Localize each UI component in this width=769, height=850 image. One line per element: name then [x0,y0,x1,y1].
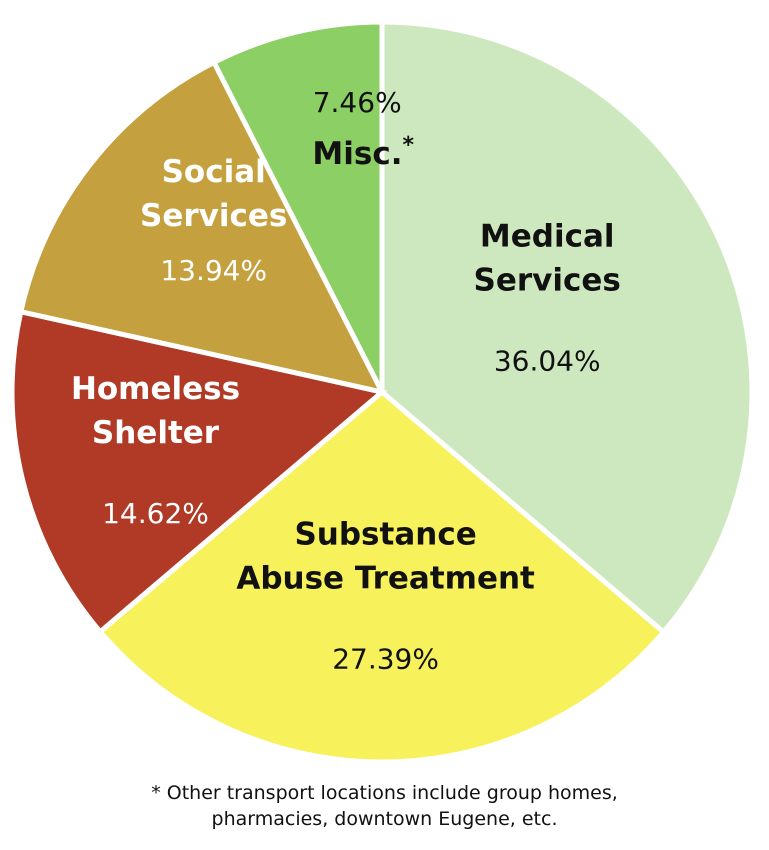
footnote-line-1: * Other transport locations include grou… [151,782,618,804]
category-label-homeless-shelter-line-2: Shelter [92,415,220,451]
value-label-substance-abuse-treatment: 27.39% [332,643,439,676]
value-label-misc: 7.46% [313,86,402,119]
slice-social-services [17,58,387,396]
footnote: * Other transport locations include grou… [0,780,769,832]
pie-labels: Medical Services 36.04% Substance Abuse Trea… [71,86,621,675]
category-label-social-services-line-2: Services [140,198,287,234]
slice-homeless-shelter [9,308,388,636]
value-label-homeless-shelter: 14.62% [102,497,209,530]
value-label-medical-services: 36.04% [494,345,601,378]
slice-substance-abuse-treatment [96,388,668,765]
slice-medical-services [379,19,755,636]
slice-misc [210,19,385,394]
category-label-medical-services-line-2: Services [474,263,621,299]
category-label-homeless-shelter-line-1: Homeless [71,371,240,407]
pie-slices [9,19,755,765]
category-label-medical-services-line-1: Medical [480,219,615,255]
category-label-social-services-line-1: Social [162,154,266,190]
category-label-substance-abuse-treatment-line-2: Abuse Treatment [236,561,535,597]
category-label-substance-abuse-treatment-line-1: Substance [294,517,476,553]
pie-chart: Medical Services 36.04% Substance Abuse Trea… [9,19,755,765]
value-label-social-services: 13.94% [160,254,267,287]
footnote-marker: * [402,133,414,158]
category-label-misc: Misc.* [312,133,414,172]
footnote-line-2: pharmacies, downtown Eugene, etc. [211,808,558,830]
